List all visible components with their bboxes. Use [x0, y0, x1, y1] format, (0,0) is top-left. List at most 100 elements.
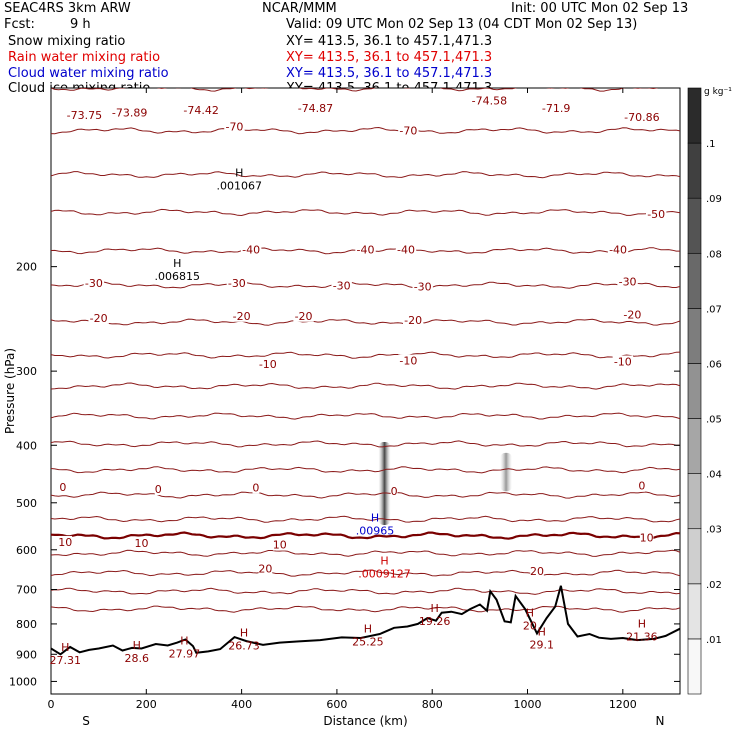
contour-label: 0 [252, 481, 259, 494]
temperature-contour-10 [51, 440, 680, 448]
extremum-value: 29.1 [530, 638, 555, 651]
x-tick-label: 600 [326, 698, 347, 711]
contour-label: -20 [90, 312, 108, 325]
extremum-value: .006815 [155, 270, 201, 283]
contour-label: -74.42 [183, 104, 218, 117]
y-tick-label: 200 [16, 261, 37, 274]
contour-label: 10 [640, 531, 654, 544]
contour-label-bg-7 [539, 101, 574, 114]
extremum-value: .00965 [356, 525, 395, 538]
contour-label-bg-26 [612, 355, 634, 368]
y-tick-label: 800 [16, 618, 37, 631]
field-xy-cloudwater: XY= 413.5, 36.1 to 457.1,471.3 [286, 66, 493, 81]
colorbar-tick-label: .03 [706, 525, 722, 536]
colorbar-tick-label: .02 [706, 580, 722, 591]
x-tick-label: 800 [422, 698, 443, 711]
extremum-value: 20 [523, 619, 537, 632]
contour-label: -40 [397, 243, 415, 256]
mixing-ratio-shade-1 [500, 452, 513, 492]
contour-label: -40 [357, 243, 375, 256]
colorbar-segment [687, 363, 702, 419]
contour-label: 0 [391, 485, 398, 498]
temperature-contour-1 [51, 126, 680, 135]
extremum-h-marker: H [538, 625, 546, 638]
contour-label-bg-16 [331, 279, 352, 292]
temperature-contour-6 [51, 318, 680, 326]
contour-label-bg-18 [617, 275, 638, 288]
field-label-cloudwater: Cloud water mixing ratio [8, 66, 169, 81]
field-xy-snow: XY= 413.5, 36.1 to 457.1,471.3 [286, 34, 493, 49]
contour-label: -20 [404, 314, 422, 327]
contour-label: -30 [85, 277, 103, 290]
y-axis-label: Pressure (hPa) [3, 348, 17, 434]
contour-label-bg-23 [622, 308, 643, 321]
extremum-value: 28.6 [125, 652, 150, 665]
extremum-h-marker: H [364, 623, 372, 636]
temperature-contour-15 [51, 549, 680, 557]
mixing-ratio-shade-0 [378, 442, 391, 525]
extremum-h-marker: H [61, 641, 69, 654]
contour-label: -70 [399, 125, 417, 138]
contour-label: 20 [530, 565, 544, 578]
north-end-label: N [656, 714, 665, 728]
fcst-value: 9 h [70, 17, 91, 32]
contour-label: -20 [295, 310, 313, 323]
colorbar-segment [687, 142, 702, 199]
contour-label: -70.86 [624, 111, 659, 124]
y-tick-label: 900 [16, 648, 37, 661]
colorbar-tick-label: .1 [706, 139, 716, 150]
contour-label: -20 [233, 310, 251, 323]
contour-label: 0 [155, 483, 162, 496]
contour-label-bg-15 [226, 276, 248, 289]
contour-label: 10 [135, 537, 149, 550]
contour-label-bg-11 [355, 243, 376, 256]
model-title: SEAC4RS 3km ARW [4, 1, 131, 16]
colorbar-segment [687, 197, 702, 254]
contour-label-bg-3 [224, 120, 245, 133]
contour-label: -10 [399, 355, 417, 368]
extremum-h-marker: H [430, 602, 438, 615]
contour-label: -71.9 [542, 102, 570, 115]
contour-label: -74.58 [472, 95, 507, 108]
extremum-value: 26.73 [228, 639, 260, 652]
contour-label: 10 [58, 536, 72, 549]
temperature-contour-11 [51, 466, 680, 474]
contour-label: 10 [273, 539, 287, 552]
extremum-value: 21.36 [626, 631, 658, 644]
colorbar-tick-label: .07 [706, 304, 722, 315]
y-tick-label: 600 [16, 544, 37, 557]
contour-label: -30 [414, 280, 432, 293]
temperature-contour-17 [51, 587, 680, 595]
contour-label: -10 [259, 358, 277, 371]
contour-label-bg-29 [252, 481, 260, 494]
contour-label-bg-34 [272, 538, 287, 551]
temperature-contour-0 [51, 88, 659, 92]
contour-label: -73.89 [112, 107, 147, 120]
temperature-contour-8 [51, 382, 680, 390]
source-label: NCAR/MMM [262, 1, 337, 16]
contour-label: -20 [623, 309, 641, 322]
extremum-value: .001067 [216, 179, 262, 192]
colorbar-tick-label: .05 [706, 415, 722, 426]
y-tick-label: 500 [16, 497, 37, 510]
extremum-h-marker: H [180, 634, 188, 647]
temperature-contour-9 [51, 412, 680, 420]
colorbar-tick-label: .01 [706, 635, 722, 646]
contour-label-bg-6 [468, 94, 510, 107]
extremum-h-marker: H [133, 639, 141, 652]
plot-frame [50, 87, 681, 695]
contour-label-bg-28 [154, 483, 162, 496]
contour-label-bg-8 [621, 111, 663, 124]
contour-label-bg-4 [295, 101, 336, 114]
extremum-h-marker: H [380, 554, 388, 567]
extremum-h-marker: H [371, 512, 379, 525]
contour-label-bg-21 [293, 309, 314, 322]
contour-label-bg-10 [240, 243, 262, 256]
extremum-value: 19.26 [419, 615, 451, 628]
colorbar-segment [687, 252, 702, 309]
temperature-contour-2 [51, 171, 680, 179]
field-label-rain: Rain water mixing ratio [8, 50, 161, 65]
contour-label: -10 [614, 356, 632, 369]
contour-label: -30 [333, 279, 351, 292]
